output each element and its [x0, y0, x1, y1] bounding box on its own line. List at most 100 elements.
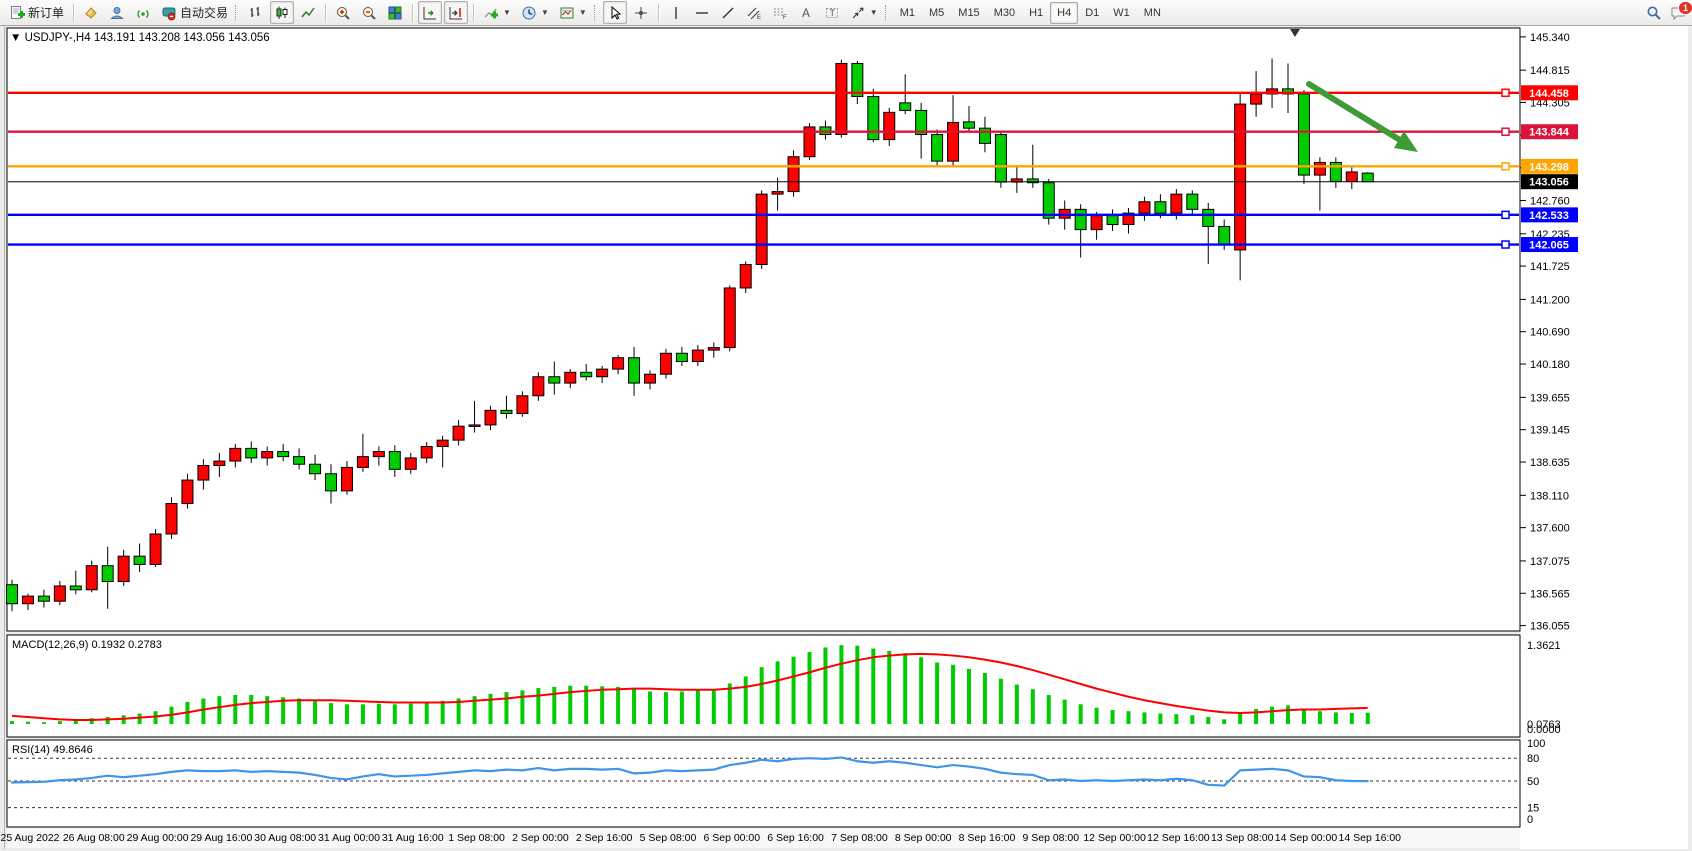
crosshair-button[interactable] — [629, 1, 653, 24]
cursor-button[interactable] — [602, 1, 627, 24]
timeframe-H4[interactable]: H4 — [1050, 1, 1079, 24]
candle — [978, 127, 991, 144]
symbol-quote-line[interactable]: ▼ USDJPY-,H4 143.191 143.208 143.056 143… — [10, 32, 270, 44]
candle — [6, 584, 18, 605]
text-label-button[interactable]: T — [820, 1, 844, 24]
price-tick-label: 144.305 — [1530, 98, 1570, 110]
gavel-button[interactable] — [79, 1, 103, 24]
text-button[interactable]: A — [794, 1, 818, 24]
equidistant-channel-button[interactable]: E — [742, 1, 766, 24]
candle — [947, 121, 960, 162]
candle — [484, 409, 497, 426]
timeframe-H1[interactable]: H1 — [1029, 6, 1044, 19]
candle — [963, 121, 975, 129]
timeframe-D1[interactable]: D1 — [1085, 6, 1100, 19]
new-order-icon — [11, 5, 25, 19]
separator — [73, 3, 75, 22]
timeframe-W1[interactable]: W1 — [1113, 6, 1130, 19]
candlestick-chart-button[interactable] — [270, 1, 295, 24]
search-icon[interactable] — [1646, 5, 1662, 21]
shift-marker-icon[interactable] — [1290, 29, 1300, 37]
toolbar-grip[interactable] — [593, 4, 598, 21]
autotrading-button[interactable]: 自动交易 — [157, 1, 232, 24]
notifications-button[interactable]: 1 — [1670, 1, 1692, 21]
timeframe-M1[interactable]: M1 — [899, 6, 915, 19]
candle — [213, 460, 226, 467]
time-tick-label: 1 Sep 08:00 — [448, 832, 505, 844]
trendline-icon — [722, 7, 734, 18]
rsi-line — [10, 756, 1369, 787]
candle — [899, 102, 912, 111]
candle — [500, 409, 513, 415]
vertical-line-button[interactable] — [664, 1, 688, 24]
toolbar-grip[interactable] — [884, 4, 889, 21]
candle — [915, 109, 928, 136]
new-order-button[interactable]: 新订单 — [5, 1, 68, 24]
candle — [771, 191, 784, 195]
time-tick-label: 2 Sep 00:00 — [512, 832, 569, 844]
candle — [101, 565, 114, 583]
arrows-icon — [852, 7, 864, 18]
arrows-button[interactable]: ▼ — [846, 1, 882, 24]
templates-button[interactable]: ▼ — [555, 1, 591, 24]
rsi-axis-100: 100 — [1527, 738, 1545, 750]
profiles-button[interactable] — [105, 1, 129, 24]
candle — [340, 466, 353, 492]
tile-windows-button[interactable] — [383, 1, 407, 24]
timeframe-M30[interactable]: M30 — [993, 6, 1016, 19]
time-tick-label: 29 Aug 16:00 — [190, 832, 252, 844]
price-tick-label: 140.690 — [1530, 327, 1570, 339]
rsi-panel[interactable] — [6, 739, 1521, 828]
candle — [1042, 182, 1055, 219]
candle — [468, 424, 481, 427]
notification-badge: 1 — [1677, 1, 1692, 15]
zoom-in-button[interactable] — [331, 1, 355, 24]
line-chart-button[interactable] — [296, 1, 320, 24]
indicators-button[interactable]: ▼ — [479, 1, 515, 24]
time-tick-label: 29 Aug 00:00 — [127, 832, 189, 844]
candle — [1345, 171, 1358, 182]
autotrading-label: 自动交易 — [180, 6, 229, 20]
candle — [1074, 208, 1087, 231]
main-chart-panel[interactable] — [6, 27, 1521, 632]
chart-shift-button[interactable] — [444, 1, 469, 24]
annotation-arrow[interactable] — [1306, 81, 1418, 152]
bar-chart-button[interactable] — [244, 1, 268, 24]
candle — [755, 193, 768, 266]
dropdown-arrow-icon: ▼ — [503, 8, 511, 17]
candle — [1202, 208, 1215, 227]
price-tick-label: 140.180 — [1530, 359, 1570, 371]
candle — [1154, 201, 1167, 214]
fibonacci-button[interactable]: F — [768, 1, 792, 24]
candle — [644, 373, 656, 384]
timeframe-MN[interactable]: MN — [1143, 6, 1161, 19]
zoom-out-button[interactable] — [357, 1, 381, 24]
candle — [516, 395, 529, 415]
candle — [1234, 103, 1247, 251]
candle — [739, 264, 752, 289]
svg-text:F: F — [783, 15, 787, 21]
auto-scroll-icon — [423, 6, 437, 19]
time-tick-label: 25 Aug 2022 — [1, 832, 60, 844]
hline-objects[interactable]: 144.458 143.844 143.298 142.533 142.065 — [8, 85, 1578, 253]
timeframe-M15[interactable]: M15 — [958, 6, 980, 19]
candle — [133, 555, 146, 565]
horizontal-line-button[interactable] — [690, 1, 714, 24]
candle — [388, 451, 401, 470]
candle — [564, 371, 577, 384]
time-tick-label: 5 Sep 08:00 — [640, 832, 697, 844]
line-chart-icon — [301, 7, 315, 17]
trendline-button[interactable] — [716, 1, 740, 24]
candlestick-chart-icon — [276, 6, 288, 19]
periods-button[interactable]: ▼ — [517, 1, 553, 24]
toolbar-grip[interactable] — [235, 4, 239, 21]
time-tick-label: 8 Sep 16:00 — [959, 832, 1016, 844]
hline-price-badge — [1521, 207, 1578, 223]
time-axis[interactable]: 25 Aug 2022 26 Aug 08:00 29 Aug 00:00 29 Au… — [1, 832, 1402, 844]
signal-button[interactable] — [131, 1, 155, 24]
timeframe-group: M1 M5 M15 M30 H1 H4 D1 W1 MN — [893, 1, 1168, 24]
svg-text:142.065: 142.065 — [1529, 240, 1569, 252]
auto-scroll-button[interactable] — [418, 1, 443, 24]
timeframe-M5[interactable]: M5 — [929, 6, 945, 19]
